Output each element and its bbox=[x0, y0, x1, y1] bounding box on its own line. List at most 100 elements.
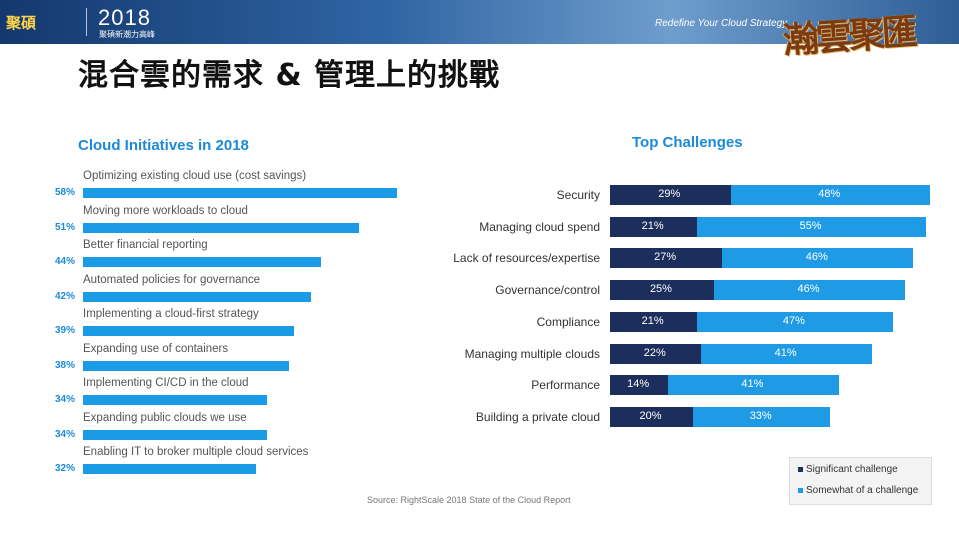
initiative-bar bbox=[83, 291, 311, 302]
initiative-bar bbox=[83, 395, 268, 405]
initiative-row: Expanding use of containers 38% bbox=[30, 343, 430, 377]
initiative-bar bbox=[83, 257, 322, 267]
legend-item-significant: Significant challenge bbox=[798, 464, 898, 475]
calligraphy-logo: 瀚雲聚匯 bbox=[781, 10, 917, 62]
somewhat-bar bbox=[693, 406, 831, 427]
challenge-row: Performance 14% 41% bbox=[440, 375, 940, 397]
legend-label-significant: Significant challenge bbox=[806, 464, 898, 475]
significant-value: 27% bbox=[654, 251, 677, 264]
initiative-label: Optimizing existing cloud use (cost savi… bbox=[83, 170, 307, 182]
challenge-label: Performance bbox=[531, 378, 600, 393]
somewhat-bar bbox=[697, 216, 926, 237]
challenge-row: Lack of resources/expertise 27% 46% bbox=[440, 248, 940, 270]
page-title: 混合雲的需求 & 管理上的挑戰 bbox=[78, 58, 501, 93]
initiative-row: Enabling IT to broker multiple cloud ser… bbox=[30, 446, 430, 480]
initiative-value: 39% bbox=[54, 325, 75, 336]
initiative-value: 34% bbox=[54, 394, 75, 405]
initiative-bar bbox=[83, 429, 268, 440]
top-challenges-chart: Security 29% 48% Managing cloud spend 21% 55%… bbox=[440, 185, 940, 445]
somewhat-value: 55% bbox=[799, 219, 822, 232]
initiative-row: Moving more workloads to cloud 51% bbox=[30, 205, 430, 239]
initiative-row: Implementing a cloud-first strategy 39% bbox=[30, 308, 430, 342]
initiative-label: Automated policies for governance bbox=[83, 273, 261, 286]
challenge-label: Managing cloud spend bbox=[479, 219, 600, 234]
legend-label-somewhat: Somewhat of a challenge bbox=[806, 485, 919, 496]
significant-value: 14% bbox=[627, 378, 650, 391]
somewhat-value: 41% bbox=[774, 346, 797, 359]
significant-bar bbox=[610, 406, 694, 427]
legend-swatch-significant bbox=[798, 466, 803, 472]
right-chart-title: Top Challenges bbox=[632, 134, 743, 151]
significant-value: 29% bbox=[658, 188, 681, 200]
initiative-row: Better financial reporting 44% bbox=[30, 239, 430, 273]
challenge-row: Managing cloud spend 21% 55% bbox=[440, 216, 940, 239]
significant-value: 21% bbox=[641, 219, 664, 232]
event-tagline: Redefine Your Cloud Strategy bbox=[655, 18, 788, 29]
significant-bar bbox=[610, 216, 698, 237]
somewhat-bar bbox=[722, 248, 914, 269]
significant-value: 20% bbox=[639, 409, 662, 422]
initiative-value: 44% bbox=[54, 256, 75, 267]
somewhat-value: 46% bbox=[797, 283, 820, 296]
significant-bar bbox=[610, 375, 669, 396]
somewhat-value: 48% bbox=[818, 188, 841, 200]
source-note: Source: RightScale 2018 State of the Clo… bbox=[367, 495, 571, 505]
challenge-row: Managing multiple clouds 22% 41% bbox=[440, 343, 940, 366]
challenge-row: Building a private cloud 20% 33% bbox=[440, 406, 940, 429]
initiative-value: 32% bbox=[54, 463, 75, 474]
initiative-value: 34% bbox=[54, 428, 75, 440]
somewhat-bar bbox=[668, 375, 839, 396]
somewhat-value: 41% bbox=[741, 378, 764, 391]
challenge-label: Lack of resources/expertise bbox=[453, 251, 600, 266]
challenge-label: Compliance bbox=[536, 314, 600, 329]
somewhat-bar bbox=[713, 280, 906, 301]
initiative-value: 51% bbox=[54, 221, 75, 233]
initiative-bar bbox=[83, 188, 398, 198]
initiative-bar bbox=[83, 464, 257, 474]
significant-bar bbox=[610, 343, 702, 364]
event-year: 2018 bbox=[98, 5, 151, 30]
company-logo: 聚碩 bbox=[6, 15, 37, 32]
initiative-label: Enabling IT to broker multiple cloud ser… bbox=[83, 446, 309, 458]
initiative-bar bbox=[83, 360, 289, 371]
initiative-row: Automated policies for governance 42% bbox=[30, 274, 430, 308]
initiative-row: Implementing CI/CD in the cloud 34% bbox=[30, 377, 430, 411]
logo-divider bbox=[86, 8, 87, 36]
header-banner: 聚碩 2018 聚碩新潮力高峰 Redefine Your Cloud Stra… bbox=[0, 0, 959, 44]
challenge-label: Security bbox=[556, 188, 600, 202]
initiative-label: Expanding use of containers bbox=[83, 342, 229, 355]
initiative-label: Better financial reporting bbox=[83, 239, 208, 251]
initiative-row: Expanding public clouds we use 34% bbox=[30, 412, 430, 446]
challenge-label: Building a private cloud bbox=[475, 409, 600, 424]
somewhat-value: 46% bbox=[805, 251, 828, 264]
challenge-label: Governance/control bbox=[495, 283, 600, 298]
cloud-initiatives-chart: Optimizing existing cloud use (cost savi… bbox=[30, 170, 430, 490]
legend-item-somewhat: Somewhat of a challenge bbox=[798, 485, 918, 496]
initiative-bar bbox=[83, 222, 360, 233]
challenge-row: Governance/control 25% 46% bbox=[440, 280, 940, 302]
initiative-value: 58% bbox=[54, 187, 75, 198]
challenge-label: Managing multiple clouds bbox=[464, 346, 600, 361]
somewhat-value: 47% bbox=[782, 314, 805, 327]
challenge-row: Security 29% 48% bbox=[440, 185, 940, 207]
significant-value: 21% bbox=[641, 314, 664, 327]
significant-bar bbox=[610, 248, 723, 269]
initiative-value: 38% bbox=[54, 359, 75, 371]
significant-value: 22% bbox=[643, 346, 666, 359]
significant-bar bbox=[610, 185, 731, 205]
somewhat-bar bbox=[697, 311, 893, 332]
challenge-row: Compliance 21% 47% bbox=[440, 311, 940, 334]
left-chart-title: Cloud Initiatives in 2018 bbox=[78, 137, 249, 154]
initiative-bar bbox=[83, 326, 295, 336]
event-subtitle: 聚碩新潮力高峰 bbox=[99, 30, 155, 39]
significant-bar bbox=[610, 311, 698, 332]
initiative-label: Expanding public clouds we use bbox=[83, 411, 247, 424]
somewhat-bar bbox=[730, 185, 930, 205]
somewhat-bar bbox=[701, 343, 872, 364]
initiative-row: Optimizing existing cloud use (cost savi… bbox=[30, 170, 430, 204]
initiative-label: Moving more workloads to cloud bbox=[83, 204, 248, 217]
initiative-value: 42% bbox=[54, 290, 75, 302]
significant-bar bbox=[610, 280, 714, 301]
initiative-label: Implementing a cloud-first strategy bbox=[83, 308, 259, 320]
initiative-label: Implementing CI/CD in the cloud bbox=[83, 377, 249, 389]
